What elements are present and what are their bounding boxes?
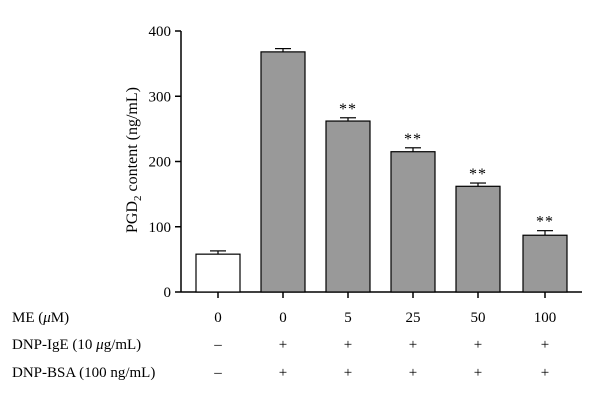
significance-marker: ** [536, 214, 554, 231]
table-cell: – [213, 337, 222, 353]
bar [390, 151, 436, 293]
table-cell: + [474, 337, 482, 353]
y-axis-label: PGD2 content (ng/mL) [124, 87, 144, 233]
y-tick-label: 200 [149, 155, 172, 171]
condition-table: ME (μM) 0 0 5 25 50 100 DNP-IgE (10 μg/mL) – + + + +… [12, 310, 556, 381]
table-cell: + [474, 365, 482, 381]
table-cell: + [409, 365, 417, 381]
table-cell: + [541, 365, 549, 381]
bar [325, 120, 371, 293]
table-cell: – [213, 365, 222, 381]
row-label: ME (μM) [12, 310, 69, 326]
table-cell: 100 [534, 310, 557, 326]
bars [195, 48, 568, 293]
table-cell: + [279, 337, 287, 353]
table-cell: + [541, 337, 549, 353]
significance-marker: ** [404, 131, 422, 148]
bar [522, 234, 568, 293]
table-cell: 50 [471, 310, 486, 326]
significance-marker: ** [469, 166, 487, 183]
y-tick-label: 300 [149, 89, 172, 105]
table-cell: + [344, 337, 352, 353]
table-cell: 0 [214, 310, 222, 326]
table-cell: + [409, 337, 417, 353]
row-label: DNP-IgE (10 μg/mL) [12, 337, 141, 353]
table-cell: 0 [279, 310, 287, 326]
significance-marker: ** [339, 101, 357, 118]
axes: 0 100 200 300 400 [149, 24, 582, 301]
bar [260, 51, 306, 293]
row-label: DNP-BSA (100 ng/mL) [12, 365, 155, 381]
table-cell: 25 [406, 310, 421, 326]
bar [195, 253, 241, 293]
labels: ** ** ** ** [339, 101, 554, 231]
y-tick-label: 0 [164, 285, 172, 301]
y-tick-label: 100 [149, 220, 172, 236]
y-tick-label: 400 [149, 24, 172, 40]
table-cell: + [344, 365, 352, 381]
bar [455, 185, 501, 293]
table-cell: + [279, 365, 287, 381]
table-cell: 5 [344, 310, 352, 326]
